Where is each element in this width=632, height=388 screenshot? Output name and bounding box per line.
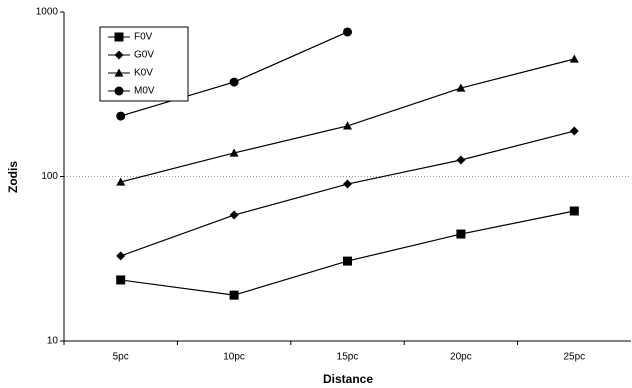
y-axis-title: Zodis (6, 161, 20, 193)
marker (116, 251, 126, 261)
legend-label: G0V (134, 50, 154, 61)
y-tick-label: 100 (41, 171, 58, 182)
marker (116, 275, 126, 285)
marker (229, 290, 239, 300)
marker (229, 210, 239, 220)
legend-label: K0V (134, 68, 153, 79)
marker (456, 229, 466, 239)
marker (116, 177, 126, 186)
series-line (120, 210, 575, 296)
marker (229, 77, 239, 87)
marker (114, 68, 124, 77)
marker (569, 126, 579, 136)
marker (343, 256, 352, 266)
marker (343, 179, 352, 189)
legend-label: F0V (134, 32, 153, 43)
x-tick-label: 15pc (337, 352, 359, 363)
y-tick-label: 10 (47, 336, 59, 347)
marker (114, 32, 124, 42)
x-tick-label: 25pc (563, 352, 585, 363)
marker (343, 27, 352, 37)
marker (116, 111, 126, 121)
series-line (120, 130, 575, 257)
marker (114, 86, 124, 96)
marker (343, 121, 352, 130)
legend-label: M0V (134, 86, 155, 97)
marker (569, 54, 579, 63)
x-tick-label: 5pc (113, 352, 129, 363)
series-line (120, 58, 575, 183)
y-tick-label: 1000 (36, 7, 59, 18)
x-axis-title: Distance (323, 372, 373, 386)
x-tick-label: 10pc (223, 352, 245, 363)
marker (456, 155, 466, 165)
x-tick-label: 20pc (450, 352, 472, 363)
marker (114, 50, 124, 60)
marker (456, 83, 466, 92)
marker (229, 148, 239, 157)
marker (569, 206, 579, 216)
